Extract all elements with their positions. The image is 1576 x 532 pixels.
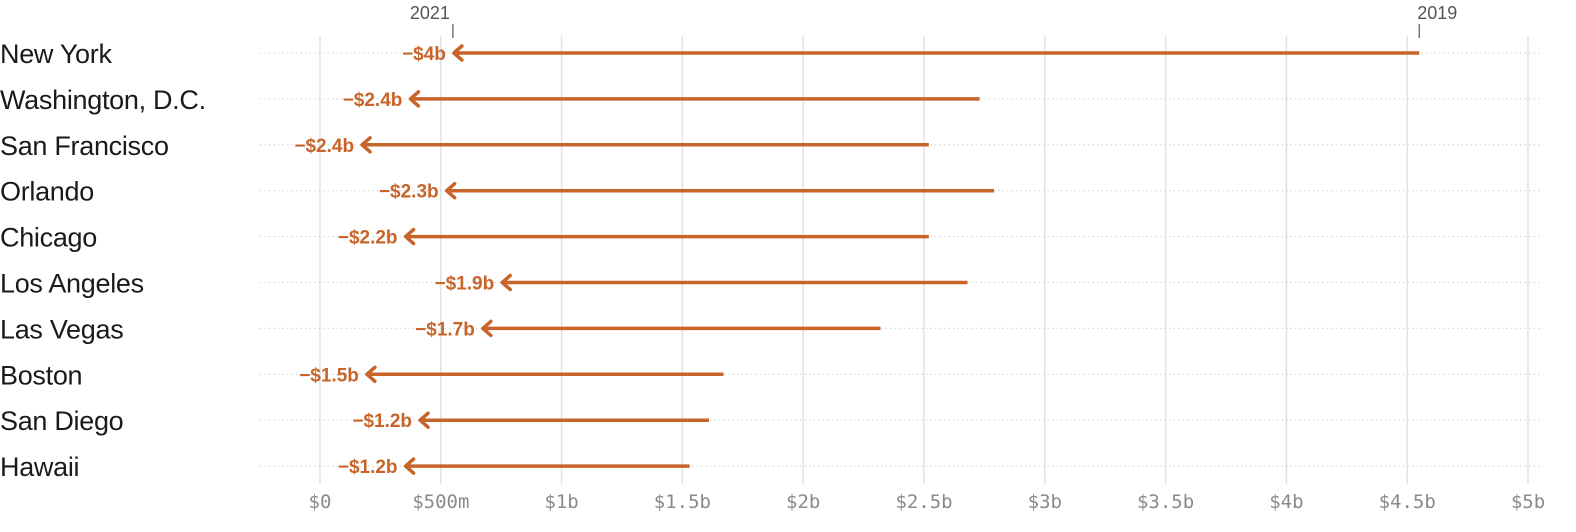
city-label: Orlando [0,177,94,207]
arrow-head [408,90,421,108]
arrow-head [418,411,430,429]
change-label: −$4b [402,44,446,65]
arrow-head [403,457,416,475]
x-axis: $0 $500m $1b $1.5b $2b $2.5b $3b $3.5b $4b $4.5b $… [309,491,1546,513]
x-tick-label: $3b [1028,491,1062,513]
city-label: Washington, D.C. [0,85,206,115]
x-tick-label: $500m [412,491,469,513]
change-label: −$1.7b [415,319,475,340]
city-label: San Diego [0,406,123,436]
city-label: New York [0,39,112,69]
x-tick-label: $3.5b [1137,491,1194,513]
change-label: −$2.2b [338,228,398,249]
x-tick-label: $2b [786,491,820,513]
arrows: −$4b −$2.4b −$2.4b −$2.3b −$2.2b −$1.9b −$1.7b… [294,44,1420,478]
city-label: Las Vegas [0,314,123,344]
city-label: Chicago [0,223,97,253]
change-label: −$2.4b [294,136,354,157]
end-year-label: 2021 [410,3,450,23]
arrow-head [360,136,372,154]
arrow-head [481,319,493,338]
start-year-label: 2019 [1417,3,1457,23]
city-label: Boston [0,360,82,390]
gridlines [319,36,1529,484]
arrow-head [452,44,464,62]
x-tick-label: $4b [1269,491,1303,513]
city-label: Hawaii [0,452,79,482]
change-label: −$2.4b [343,90,403,111]
arrow-head [365,365,377,384]
x-tick-label: $2.5b [895,491,952,513]
arrow-head [500,273,512,292]
change-label: −$1.5b [299,365,359,386]
row-guides [260,52,1540,467]
x-tick-label: $5b [1511,491,1545,513]
city-label: San Francisco [0,131,169,161]
arrow-head [444,181,457,200]
year-markers: 2021 2019 [410,3,1457,38]
change-label: −$1.2b [338,457,398,478]
x-tick-label: $4.5b [1379,491,1436,513]
city-label: Los Angeles [0,269,144,299]
change-label: −$1.9b [435,274,495,295]
city-labels: New York Washington, D.C. San Francisco Orl… [0,39,206,482]
x-tick-label: $1.5b [654,491,711,513]
x-tick-label: $1b [544,491,578,513]
x-tick-label: $0 [309,491,332,513]
arrow-head [403,227,416,246]
change-label: −$2.3b [379,182,439,203]
change-label: −$1.2b [352,411,412,432]
